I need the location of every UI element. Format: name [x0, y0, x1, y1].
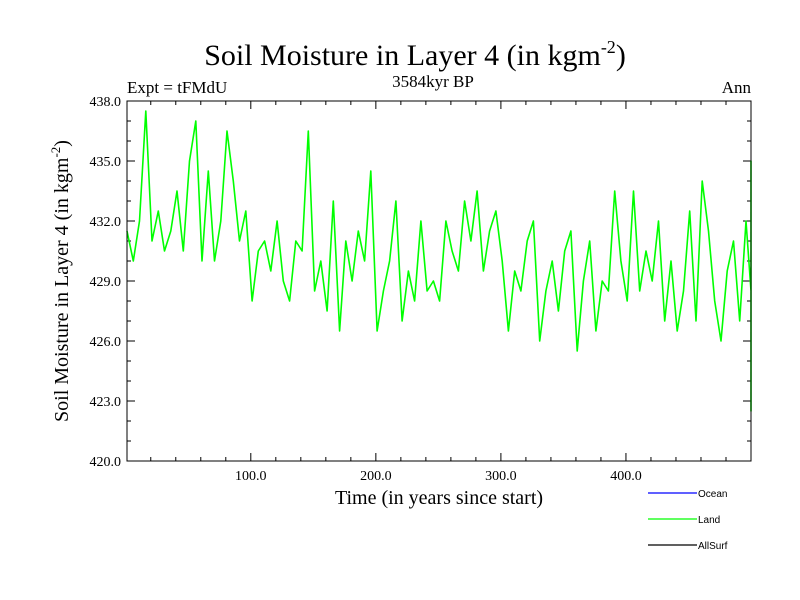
y-tick-label: 420.0 [90, 455, 122, 470]
y-tick-label: 429.0 [90, 275, 122, 290]
x-tick-label: 100.0 [235, 469, 267, 484]
chart-subtitle: 3584kyr BP [392, 72, 474, 91]
y-tick-label: 438.0 [90, 95, 122, 110]
legend-label-land: Land [698, 515, 720, 526]
y-axis-label: Soil Moisture in Layer 4 (in kgm-2) [48, 140, 73, 422]
x-tick-label: 300.0 [485, 469, 517, 484]
y-tick-label: 426.0 [90, 335, 122, 350]
series-layer [126, 110, 752, 412]
x-axis-label: Time (in years since start) [335, 487, 543, 509]
experiment-label: Expt = tFMdU [127, 78, 227, 97]
x-tick-label: 200.0 [360, 469, 392, 484]
series-line-land [126, 110, 752, 412]
axis-ticks: 420.0 423.0 426.0 429.0 432.0 435.0 438.0 100.0… [90, 95, 751, 484]
y-tick-label: 435.0 [90, 155, 122, 170]
legend-label-ocean: Ocean [698, 489, 727, 500]
chart-title: Soil Moisture in Layer 4 (in kgm-2) [204, 37, 626, 72]
y-tick-label: 423.0 [90, 395, 122, 410]
y-tick-label: 432.0 [90, 215, 122, 230]
legend-label-allsurf: AllSurf [698, 541, 728, 552]
x-tick-label: 400.0 [610, 469, 642, 484]
plot-frame [126, 100, 752, 462]
season-label: Ann [722, 78, 752, 97]
legend: Ocean Land AllSurf [648, 489, 728, 552]
